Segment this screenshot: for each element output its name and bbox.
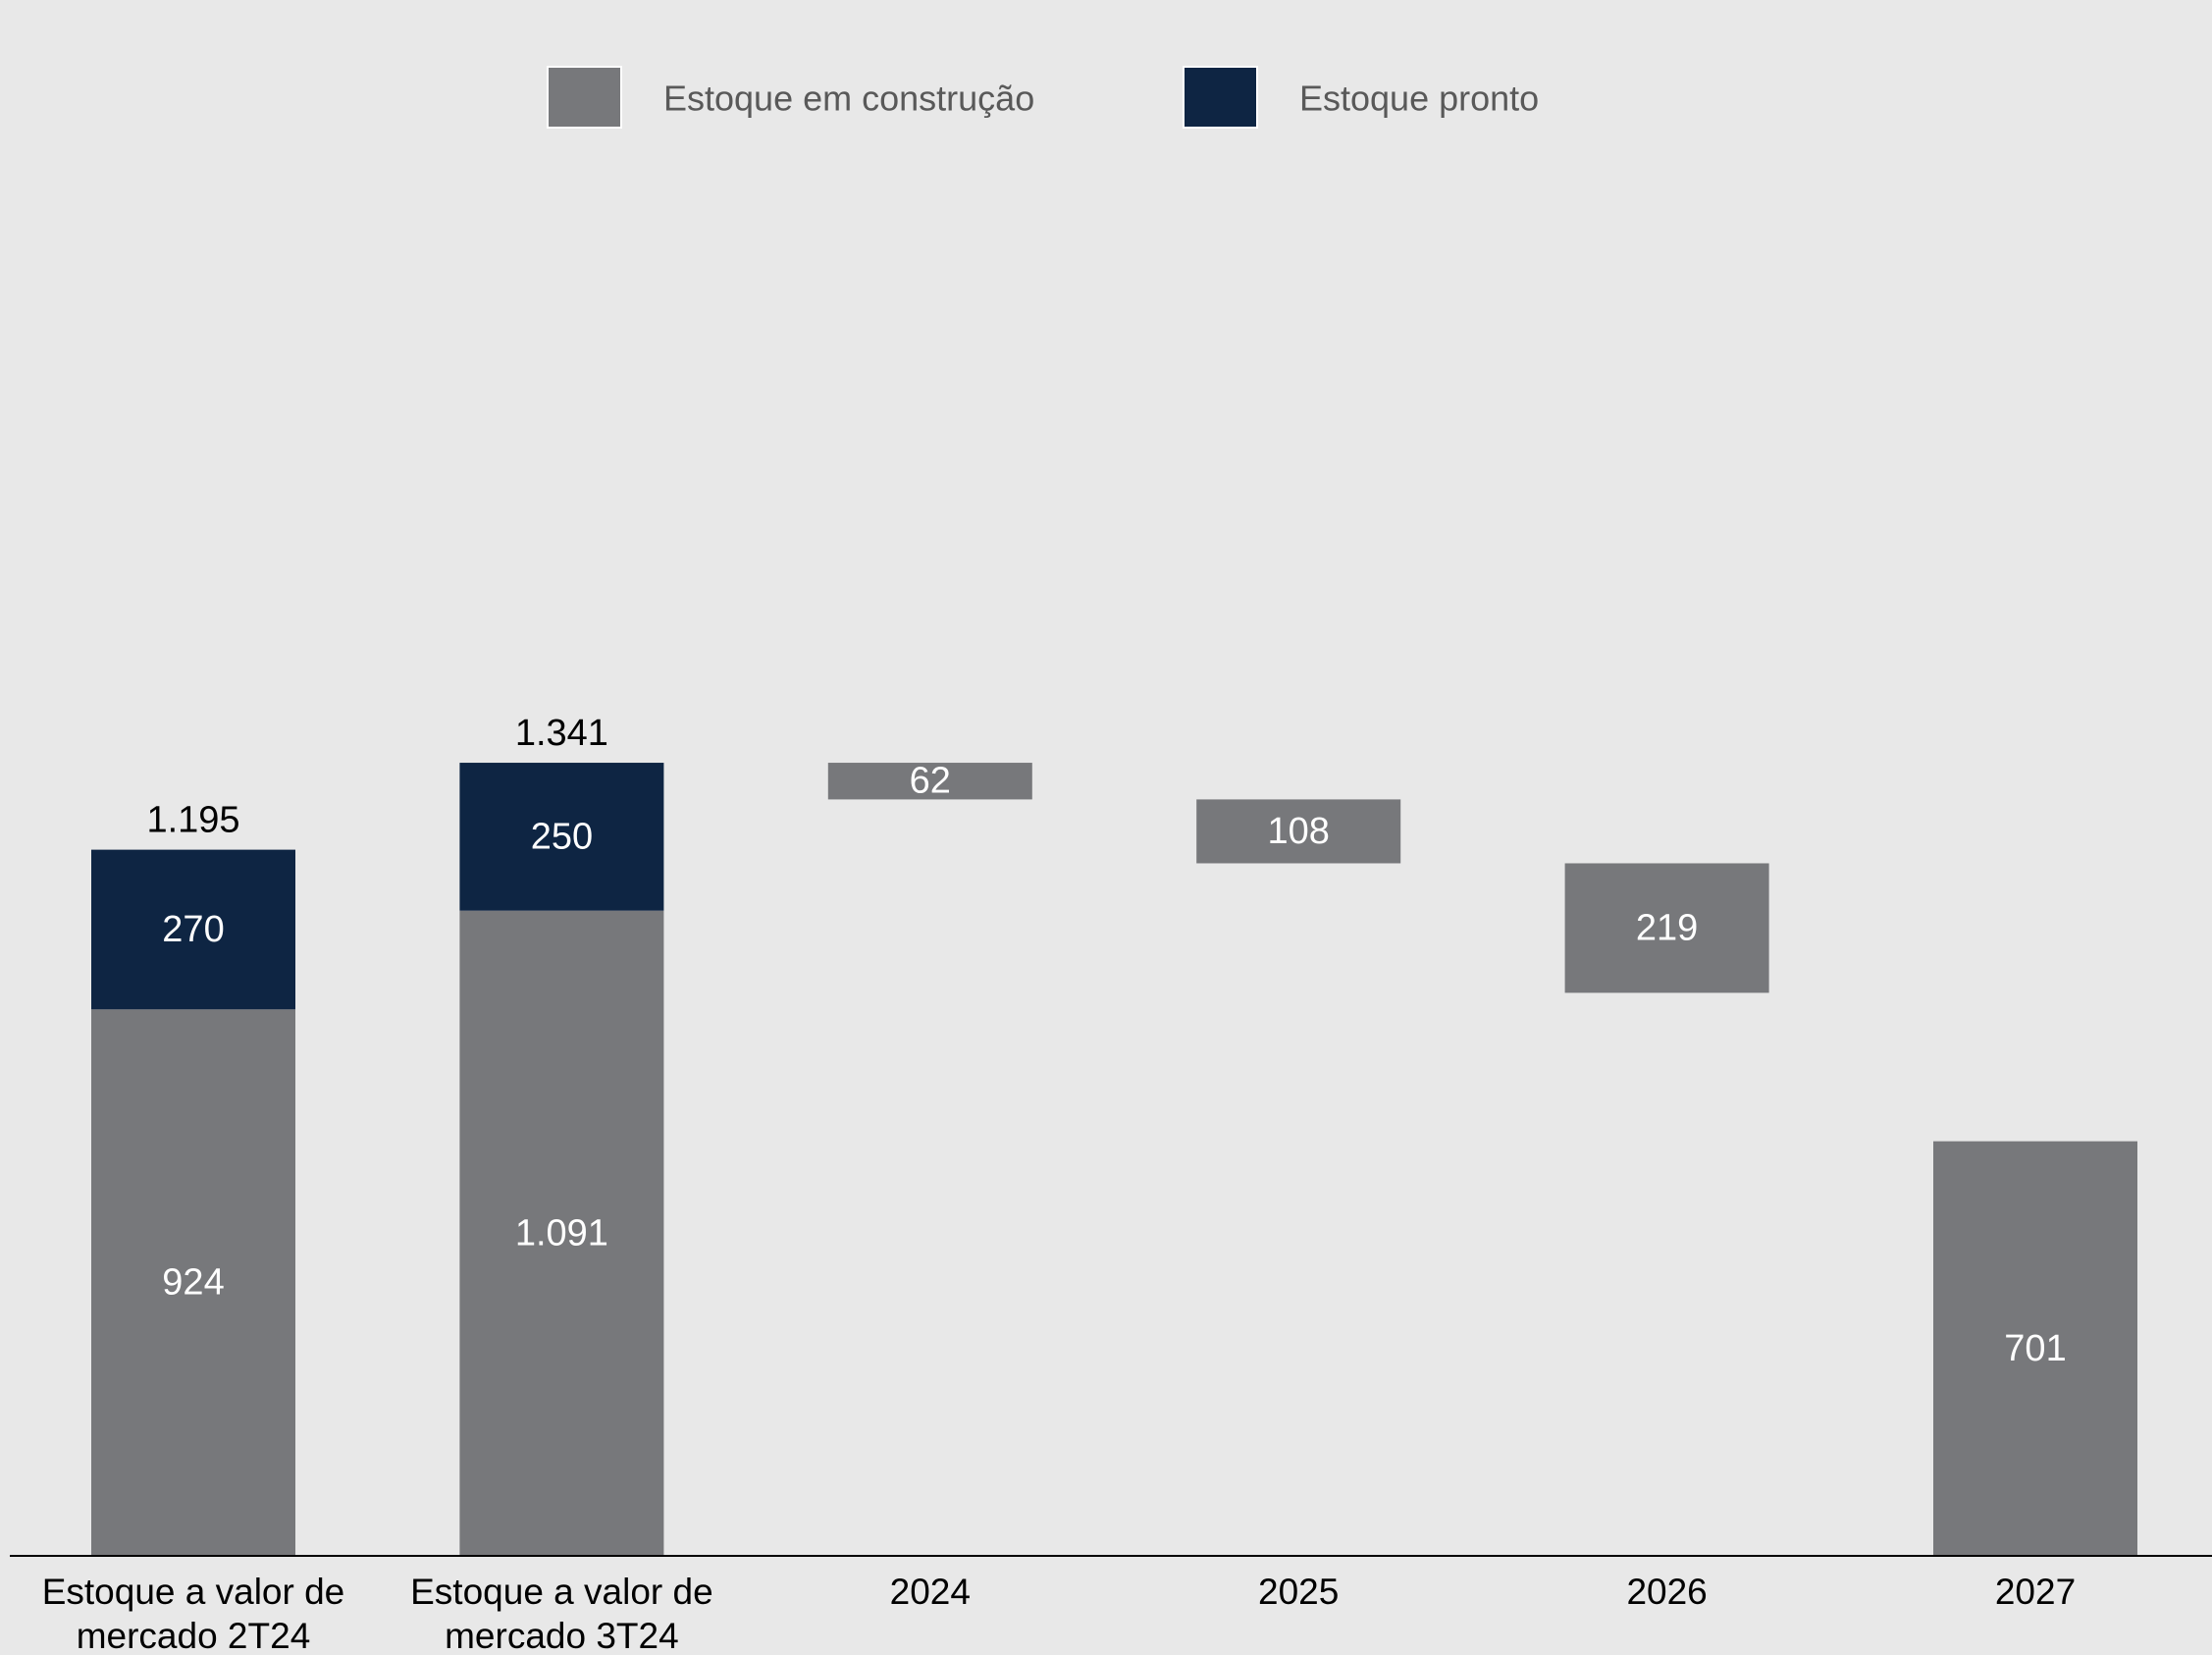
waterfall-bar-4	[1564, 863, 1769, 993]
legend-label-0: Estoque em construção	[663, 79, 1034, 119]
legend-label-1: Estoque pronto	[1299, 79, 1539, 119]
category-label-5: 2027	[1995, 1572, 2076, 1612]
waterfall-label-2: 62	[910, 761, 951, 802]
waterfall-bar-5	[1933, 1141, 2137, 1556]
bar-segment-1-0	[459, 910, 664, 1556]
segment-label-1-1: 250	[531, 816, 593, 857]
bar-segment-1-1	[459, 763, 664, 911]
waterfall-label-5: 701	[2004, 1328, 2066, 1369]
waterfall-bar-2	[827, 763, 1032, 800]
bar-segment-0-0	[91, 1009, 295, 1556]
bar-segment-0-1	[91, 849, 295, 1010]
legend: Estoque em construção Estoque pronto	[547, 66, 1539, 129]
category-label-2: 2024	[890, 1572, 971, 1612]
bars-group	[91, 763, 2137, 1556]
category-label-1: Estoque a valor de mercado 3T24	[410, 1572, 713, 1655]
segment-label-0-1: 270	[162, 909, 224, 950]
waterfall-label-4: 219	[1636, 907, 1698, 948]
total-label-1: 1.341	[515, 713, 608, 754]
category-label-3: 2025	[1258, 1572, 1339, 1612]
segment-label-0-0: 924	[162, 1262, 224, 1304]
legend-swatch-1	[1183, 66, 1258, 129]
waterfall-label-3: 108	[1267, 811, 1329, 852]
value-labels: 924 270 1.195 1.091 250 1.341 62 108 219 701	[146, 713, 2066, 1369]
segment-label-1-0: 1.091	[515, 1212, 608, 1254]
total-label-0: 1.195	[146, 800, 239, 841]
waterfall-bar-3	[1196, 799, 1401, 864]
category-label-4: 2026	[1626, 1572, 1707, 1612]
category-label-0: Estoque a valor de mercado 2T24	[42, 1572, 345, 1655]
category-labels: Estoque a valor de mercado 2T24 Estoque a …	[42, 1572, 2076, 1655]
legend-swatch-0	[547, 66, 622, 129]
